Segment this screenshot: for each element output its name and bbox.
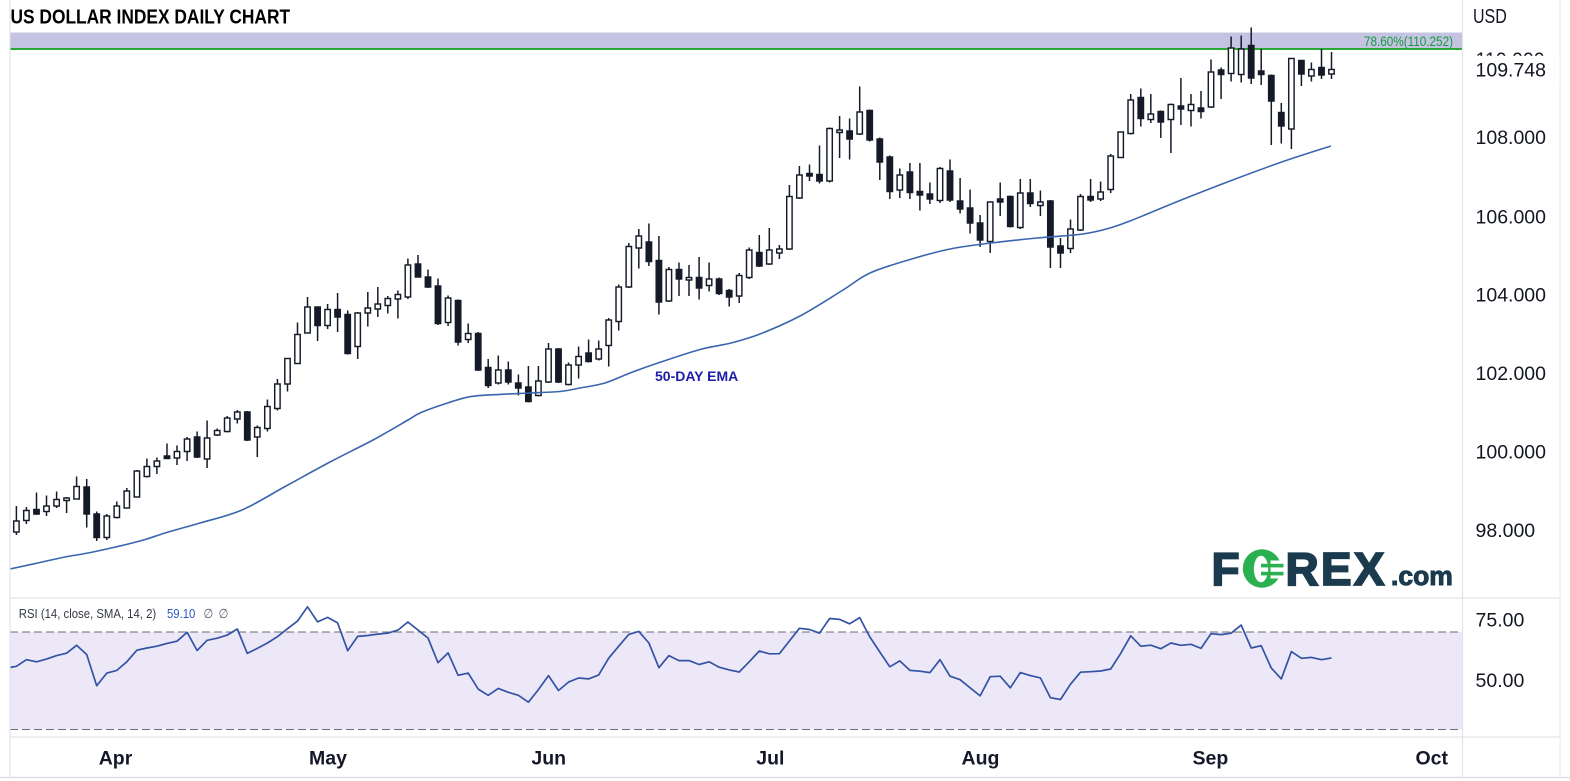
svg-text:USD: USD [1473, 5, 1507, 27]
svg-text:50.00: 50.00 [1476, 670, 1525, 692]
svg-text:98.000: 98.000 [1476, 520, 1536, 542]
svg-text:∅: ∅ [204, 606, 214, 621]
svg-text:50-DAY EMA: 50-DAY EMA [655, 368, 738, 384]
svg-text:Sep: Sep [1193, 748, 1229, 770]
svg-text:108.000: 108.000 [1476, 127, 1547, 149]
svg-text:106.000: 106.000 [1476, 207, 1547, 229]
svg-text:Apr: Apr [99, 748, 133, 770]
svg-text:May: May [309, 748, 347, 770]
svg-text:RSI (14, close, SMA, 14, 2): RSI (14, close, SMA, 14, 2) [19, 606, 156, 621]
svg-text:Aug: Aug [962, 748, 1000, 770]
svg-text:109.748: 109.748 [1476, 59, 1547, 81]
svg-text:78.60%(110.252): 78.60%(110.252) [1364, 33, 1453, 49]
svg-text:∅: ∅ [219, 606, 229, 621]
svg-text:104.000: 104.000 [1476, 285, 1547, 307]
svg-text:Jun: Jun [531, 748, 566, 770]
svg-text:Jul: Jul [756, 748, 784, 770]
svg-text:100.000: 100.000 [1476, 442, 1547, 464]
svg-text:F: F [1212, 543, 1240, 595]
svg-text:US DOLLAR INDEX DAILY CHART: US DOLLAR INDEX DAILY CHART [11, 5, 291, 27]
svg-text:Oct: Oct [1415, 748, 1448, 770]
svg-text:REX: REX [1286, 543, 1387, 595]
svg-text:75.00: 75.00 [1476, 609, 1525, 631]
svg-text:59.10: 59.10 [167, 606, 196, 621]
svg-text:.com: .com [1391, 561, 1453, 591]
svg-text:102.000: 102.000 [1476, 363, 1547, 385]
